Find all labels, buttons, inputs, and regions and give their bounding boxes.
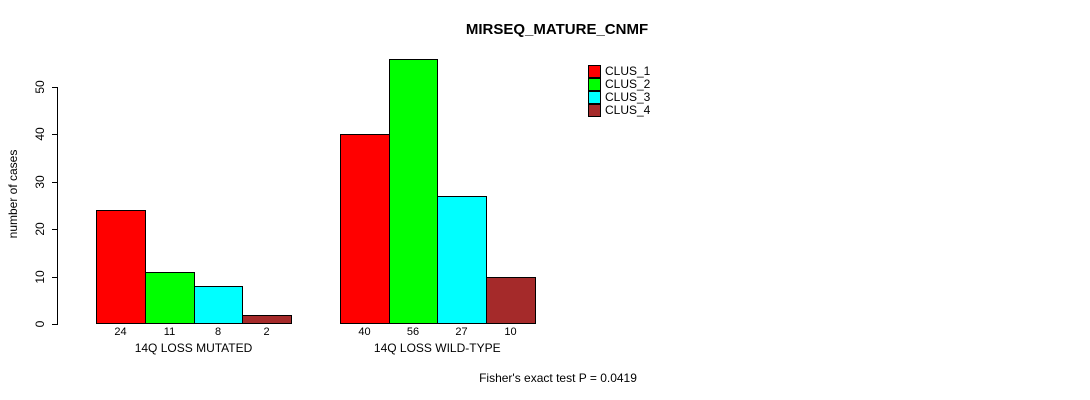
y-axis-tick-label: 20 (33, 222, 47, 236)
bar-clus-4-14q-loss-mutated (242, 315, 292, 324)
x-axis-category-label: 14Q LOSS MUTATED (134, 341, 253, 355)
bar-clus-4-14q-loss-wild-type (486, 277, 536, 324)
y-axis-tick-label: 30 (33, 175, 47, 189)
y-axis-label: number of cases (6, 149, 20, 239)
chart-title: MIRSEQ_MATURE_CNMF (465, 21, 649, 38)
y-axis-tick-label: 50 (33, 80, 47, 94)
legend-label-clus-4: CLUS_4 (605, 103, 651, 117)
bar-value-label: 24 (114, 326, 127, 338)
y-axis-tick-label: 40 (33, 127, 47, 141)
y-axis-tick (52, 324, 58, 325)
y-axis-tick-label: 0 (33, 320, 47, 328)
legend-label-clus-2: CLUS_2 (605, 77, 651, 91)
legend-swatch-clus-1 (588, 65, 601, 78)
y-axis-tick (52, 87, 58, 88)
bar-clus-2-14q-loss-mutated (145, 272, 195, 324)
bar-clus-2-14q-loss-wild-type (389, 59, 438, 324)
bar-clus-3-14q-loss-mutated (194, 286, 243, 324)
bar-clus-1-14q-loss-wild-type (340, 134, 390, 324)
legend-swatch-clus-4 (588, 104, 601, 117)
x-axis-category-label: 14Q LOSS WILD-TYPE (373, 341, 501, 355)
y-axis-tick (52, 229, 58, 230)
legend-swatch-clus-2 (588, 78, 601, 91)
y-axis-tick-label: 10 (33, 270, 47, 284)
bar-value-label: 8 (214, 326, 222, 338)
bar-value-label: 11 (163, 326, 176, 338)
bar-value-label: 56 (406, 326, 420, 338)
bar-value-label: 10 (504, 326, 517, 338)
bar-clus-3-14q-loss-wild-type (437, 196, 487, 324)
y-axis-tick (52, 182, 58, 183)
bar-clus-1-14q-loss-mutated (96, 210, 146, 324)
annotation-text: Fisher's exact test P = 0.0419 (479, 371, 637, 385)
bar-value-label: 40 (358, 326, 371, 338)
y-axis-line (57, 87, 58, 325)
legend-swatch-clus-3 (588, 91, 601, 104)
legend-label-clus-1: CLUS_1 (605, 64, 651, 78)
y-axis-tick (52, 134, 58, 135)
y-axis-tick (52, 277, 58, 278)
bar-value-label: 27 (455, 326, 468, 338)
bar-value-label: 2 (263, 326, 270, 338)
legend-label-clus-3: CLUS_3 (605, 90, 651, 104)
